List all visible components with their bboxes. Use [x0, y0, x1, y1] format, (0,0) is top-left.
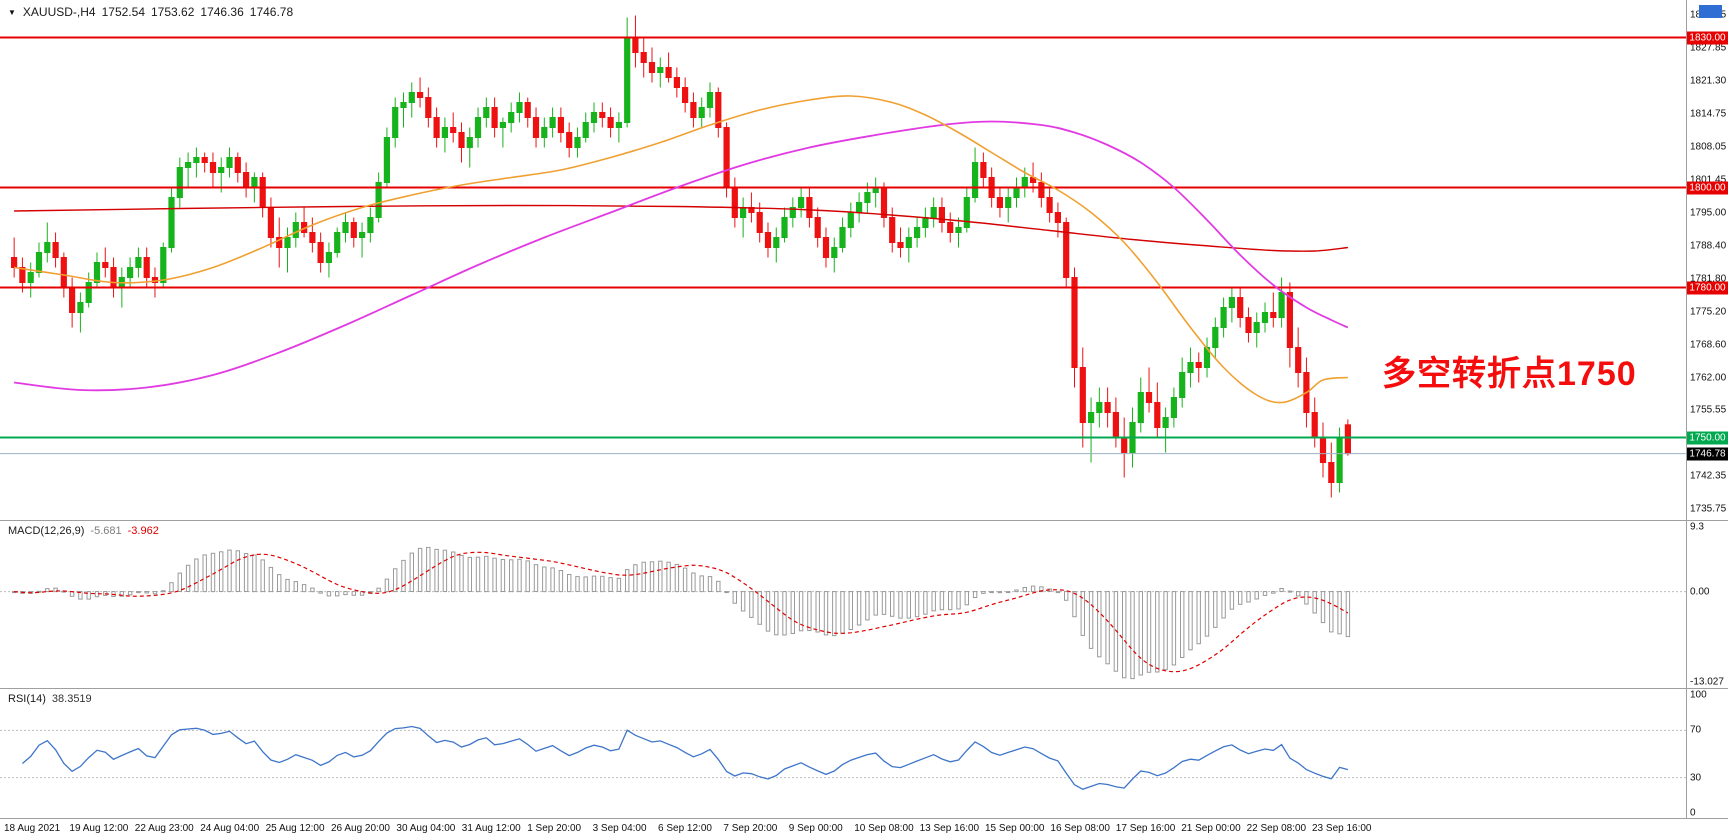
- price-tick-label: 1768.60: [1690, 339, 1727, 350]
- price-tick-label: 1755.55: [1690, 404, 1727, 416]
- rsi-pane[interactable]: RSI(14) 38.3519: [0, 689, 1686, 818]
- price-tick-label: 1781.80: [1690, 273, 1727, 284]
- time-label: 31 Aug 12:00: [461, 823, 521, 834]
- time-label: 7 Sep 20:00: [723, 823, 778, 834]
- time-label: 1 Sep 20:00: [527, 823, 582, 834]
- time-label: 24 Aug 04:00: [200, 823, 260, 834]
- time-label: 21 Sep 00:00: [1181, 823, 1241, 834]
- time-label: 23 Sep 16:00: [1312, 823, 1372, 834]
- symbol-timeframe-label: XAUUSD-,H4: [22, 5, 96, 19]
- pane-separator[interactable]: [0, 520, 1728, 521]
- macd-name: MACD(12,26,9): [8, 525, 85, 537]
- time-label: 3 Sep 04:00: [592, 823, 647, 834]
- rsi-tick-label: 100: [1690, 689, 1707, 701]
- time-label: 10 Sep 08:00: [854, 823, 914, 834]
- axis-separator: [1686, 0, 1687, 818]
- ma-orange-fast: [13, 95, 1348, 404]
- time-label: 30 Aug 04:00: [396, 823, 456, 834]
- price-level-badge: 1780.00: [1687, 281, 1728, 294]
- price-tick-label: 1808.05: [1690, 141, 1727, 153]
- open-value: 1752.54: [101, 5, 145, 19]
- macd-tick-label: 9.3: [1690, 521, 1704, 533]
- time-label: 19 Aug 12:00: [69, 823, 129, 834]
- rsi-value: 38.3519: [51, 693, 92, 705]
- ma-magenta-mid: [13, 120, 1349, 392]
- macd-canvas[interactable]: [0, 521, 1686, 688]
- price-tick-label: 1801.45: [1690, 175, 1726, 186]
- rsi-name: RSI(14): [8, 693, 46, 705]
- price-axis[interactable]: 1834.451827.851821.301814.751808.051801.…: [1687, 0, 1728, 819]
- current-price-badge: 1746.78: [1687, 447, 1728, 461]
- symbol-dropdown-icon[interactable]: ▼: [8, 7, 16, 17]
- ma-red-slow: [14, 204, 1348, 252]
- close-value: 1746.78: [249, 5, 294, 19]
- time-label: 22 Sep 08:00: [1246, 823, 1307, 834]
- time-axis[interactable]: 18 Aug 2021 19 Aug 12:00 22 Aug 23:00 24 Au…: [0, 819, 1686, 840]
- time-label: 9 Sep 00:00: [788, 823, 843, 834]
- price-tick-label: 1735.75: [1690, 503, 1727, 515]
- price-tick-label: 1821.30: [1690, 75, 1727, 87]
- price-tick-label: 1827.85: [1690, 42, 1727, 54]
- price-level-badge: 1830.00: [1687, 31, 1728, 44]
- chart-title: ▼ XAUUSD-,H4 1752.54 1753.62 1746.36 174…: [8, 5, 293, 19]
- time-label: 6 Sep 12:00: [658, 823, 712, 834]
- price-level-badge: 1800.00: [1687, 181, 1728, 194]
- price-tick-label: 1775.20: [1690, 306, 1727, 317]
- price-tick-label: 1814.75: [1690, 108, 1727, 120]
- macd-tick-label: 0.00: [1690, 586, 1710, 598]
- time-label: 22 Aug 23:00: [134, 823, 194, 834]
- time-label: 13 Sep 16:00: [919, 823, 980, 834]
- rsi-tick-label: 30: [1690, 772, 1702, 784]
- low-value: 1746.36: [200, 5, 244, 19]
- macd-value: -5.681: [90, 525, 122, 537]
- macd-signal-line: [14, 551, 1349, 673]
- price-pane[interactable]: ▼ XAUUSD-,H4 1752.54 1753.62 1746.36 174…: [0, 0, 1686, 520]
- price-tick-label: 1762.00: [1690, 372, 1727, 383]
- annotation-text[interactable]: 多空转折点1750: [1382, 355, 1637, 393]
- rsi-tick-label: 70: [1690, 724, 1702, 736]
- high-value: 1753.62: [151, 5, 195, 19]
- macd-indicator-label: MACD(12,26,9) -5.681 -3.962: [8, 525, 159, 537]
- rsi-line: [21, 725, 1349, 791]
- price-chart-canvas[interactable]: [0, 0, 1686, 520]
- time-label: 25 Aug 12:00: [265, 823, 325, 834]
- macd-signal-value: -3.962: [127, 525, 159, 537]
- rsi-canvas[interactable]: [0, 689, 1686, 818]
- price-tick-label: 1795.00: [1690, 207, 1727, 218]
- price-level-badge: 1750.00: [1687, 431, 1728, 444]
- time-label: 16 Sep 08:00: [1050, 823, 1110, 834]
- rsi-indicator-label: RSI(14) 38.3519: [8, 693, 92, 705]
- rsi-tick-label: 0: [1690, 807, 1696, 819]
- time-label: 17 Sep 16:00: [1115, 823, 1176, 834]
- time-label: 15 Sep 00:00: [985, 823, 1045, 834]
- blue-marker-icon: [1699, 5, 1722, 18]
- price-tick-label: 1788.40: [1690, 240, 1727, 251]
- time-label: 18 Aug 2021: [4, 823, 61, 834]
- pane-separator[interactable]: [0, 818, 1728, 819]
- time-label: 26 Aug 20:00: [331, 823, 390, 834]
- macd-pane[interactable]: MACD(12,26,9) -5.681 -3.962: [0, 521, 1686, 688]
- pane-separator[interactable]: [0, 688, 1728, 689]
- price-tick-label: 1742.35: [1690, 470, 1727, 482]
- macd-tick-label: -13.027: [1690, 676, 1724, 688]
